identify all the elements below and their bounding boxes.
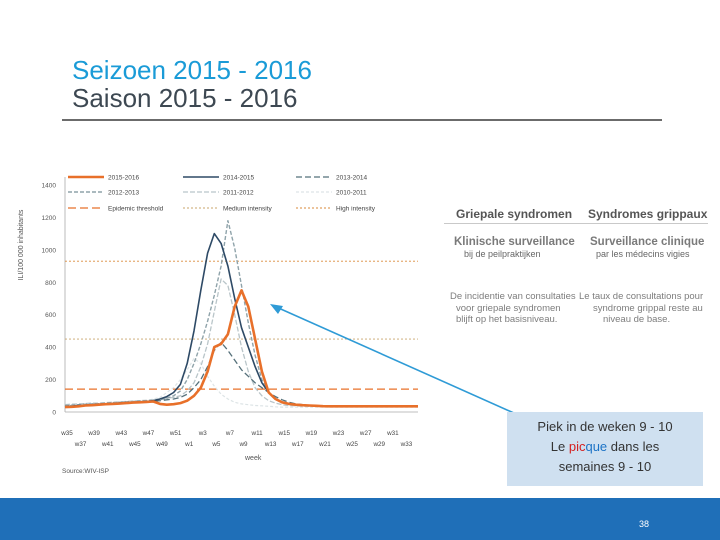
- x-axis-label: week: [244, 455, 262, 462]
- footer-bar: [0, 498, 720, 540]
- legend-label: Epidemic threshold: [108, 206, 164, 213]
- fr-desc-line: Le taux de consultations pour: [579, 291, 704, 302]
- legend-label: 2011-2012: [223, 190, 254, 197]
- slide-title: Seizoen 2015 - 2016 Saison 2015 - 2016: [72, 56, 312, 112]
- x-tick-label-top: w27: [359, 430, 372, 437]
- x-tick-label-bottom: w1: [184, 441, 194, 448]
- x-tick-label-top: w31: [386, 430, 399, 437]
- nl-subsmall: bij de peilpraktijken: [464, 249, 541, 259]
- fr-sub: Surveillance clinique: [590, 236, 705, 248]
- y-tick-label: 800: [45, 280, 56, 287]
- page-number: 38: [639, 519, 650, 529]
- y-tick-label: 1400: [42, 183, 57, 190]
- fr-desc-line: niveau de base.: [603, 314, 671, 325]
- x-tick-label-bottom: w37: [74, 441, 87, 448]
- x-tick-label-bottom: w29: [372, 441, 385, 448]
- ili-chart: ILI/100 000 inhabitants 2015-2016 2014-20…: [18, 175, 418, 475]
- series-line-2014-2015: [64, 232, 418, 408]
- y-tick-label: 200: [45, 377, 56, 384]
- fr-description: Le taux de consultations pour syndrome g…: [579, 291, 709, 326]
- fr-desc-line: syndrome grippal reste au: [593, 302, 703, 314]
- x-tick-label-bottom: w41: [101, 441, 114, 448]
- x-tick-label-bottom: w13: [264, 441, 277, 448]
- series-line-2013-2014: [64, 341, 418, 407]
- title-dutch: Seizoen 2015 - 2016: [72, 55, 312, 85]
- legend-label: 2013-2014: [336, 175, 367, 182]
- x-tick-label-top: w51: [169, 430, 182, 437]
- x-tick-label-bottom: w49: [155, 441, 168, 448]
- series-line-2012-2013: [64, 220, 418, 407]
- x-tick-label-top: w47: [142, 430, 155, 437]
- legend-label: 2014-2015: [223, 175, 254, 182]
- x-tick-label-top: w39: [87, 430, 100, 437]
- title-french: Saison 2015 - 2016: [72, 83, 298, 113]
- nl-desc-line: De incidentie van consultaties: [450, 291, 576, 302]
- x-tick-label-bottom: w33: [400, 441, 413, 448]
- x-tick-label-bottom: w5: [211, 441, 221, 448]
- y-tick-label: 1200: [42, 215, 57, 222]
- x-tick-label-top: w35: [60, 430, 73, 437]
- x-tick-label-top: w3: [198, 430, 208, 437]
- x-tick-label-bottom: w45: [128, 441, 141, 448]
- legend-label: High intensity: [336, 206, 376, 213]
- source-label: Source:WIV-ISP: [62, 468, 109, 475]
- nl-sub: Klinische surveillance: [454, 236, 575, 248]
- fr-title: Syndromes grippaux: [588, 207, 708, 221]
- fr-surveillance: Surveillance clinique par les médecins v…: [590, 236, 718, 259]
- dutch-column: Griepale syndromen: [456, 207, 584, 221]
- legend-label: 2015-2016: [108, 175, 139, 182]
- callout-line-2: Le picque dans les: [507, 437, 703, 457]
- nl-desc-line: blijft op het basisniveau.: [456, 314, 558, 325]
- series-line-2010-2011: [64, 357, 418, 408]
- y-tick-label: 0: [52, 410, 56, 417]
- title-divider: [62, 119, 662, 121]
- series-line-2011-2012: [64, 278, 418, 407]
- panel-divider: [444, 223, 708, 224]
- nl-surveillance: Klinische surveillance bij de peilprakti…: [454, 236, 582, 259]
- nl-desc-line: voor griepale syndromen: [456, 302, 561, 314]
- nl-title: Griepale syndromen: [456, 207, 573, 221]
- x-tick-label-bottom: w25: [345, 441, 358, 448]
- legend-label: ILI/100 000 inhabitants: [18, 209, 25, 280]
- callout-line-1: Piek in de weken 9 - 10: [537, 419, 673, 434]
- x-tick-label-top: w43: [115, 430, 128, 437]
- callout-pic: pic: [568, 439, 586, 454]
- x-tick-label-top: w23: [332, 430, 345, 437]
- callout-line-3: semaines 9 - 10: [558, 459, 652, 474]
- callout-text: Le: [550, 439, 569, 454]
- legend-label: 2010-2011: [336, 190, 367, 197]
- x-tick-label-bottom: w9: [238, 441, 248, 448]
- callout-que: que: [585, 439, 608, 454]
- plot-area: 0 200 400 600 800 1000 1200 1400 w35 w39 w43 w47 w51…: [42, 177, 418, 448]
- y-tick-label: 400: [45, 345, 56, 352]
- x-tick-label-bottom: w17: [291, 441, 304, 448]
- callout-text: dans les: [607, 439, 660, 454]
- x-tick-label-bottom: w21: [318, 441, 331, 448]
- fr-subsmall: par les médecins vigies: [596, 249, 690, 259]
- x-tick-label-top: w11: [251, 430, 264, 437]
- peak-callout: Piek in de weken 9 - 10 Le picque dans l…: [507, 412, 703, 486]
- legend-label: Medium intensity: [223, 206, 273, 213]
- x-tick-label-top: w15: [277, 430, 290, 437]
- y-tick-label: 1000: [42, 247, 57, 254]
- y-tick-label: 600: [45, 312, 56, 319]
- x-tick-label-top: w7: [225, 430, 235, 437]
- french-column: Syndromes grippaux: [588, 207, 716, 221]
- chart-legend: 2015-2016 2014-2015 2013-2014 2012-2013 2011…: [68, 175, 376, 213]
- x-tick-label-top: w19: [305, 430, 318, 437]
- legend-label: 2012-2013: [108, 190, 139, 197]
- nl-description: De incidentie van consultaties voor grie…: [450, 291, 584, 326]
